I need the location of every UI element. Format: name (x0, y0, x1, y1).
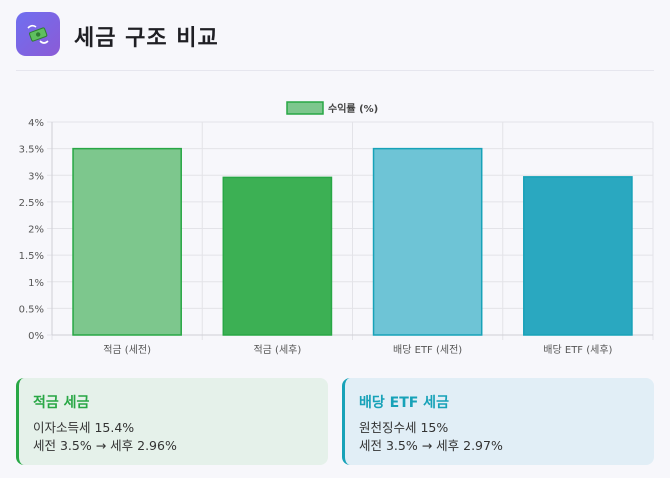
savings-card-title: 적금 세금 (33, 395, 90, 411)
savings-tax-card: 적금 세금 이자소득세 15.4% 세전 3.5% → 세후 2.96% (16, 378, 328, 465)
savings-card-line-1: 이자소득세 15.4% (33, 420, 135, 435)
chart-labels: 0% 0.5% 1% 1.5% 2% 2.5% 3% 3.5% 4% 적금 (세전) 적금 (세후)… (19, 118, 613, 356)
bar[interactable] (222, 176, 333, 336)
y-tick-label: 2.5% (19, 198, 44, 209)
etf-tax-card: 배당 ETF 세금 원천징수세 15% 세전 3.5% → 세후 2.97% (342, 378, 654, 465)
chart-legend[interactable]: 수익률 (%) (286, 101, 378, 115)
etf-card-line-2: 세전 3.5% → 세후 2.97% (359, 438, 503, 453)
bar[interactable] (372, 147, 483, 336)
y-tick-label: 4% (28, 118, 44, 129)
y-tick-label: 0.5% (19, 304, 44, 315)
y-tick-label: 1% (28, 278, 44, 289)
x-tick-label: 적금 (세후) (253, 344, 301, 356)
etf-card-title: 배당 ETF 세금 (359, 395, 449, 411)
y-tick-label: 1.5% (19, 251, 44, 262)
x-tick-label: 배당 ETF (세전) (393, 344, 462, 356)
info-cards: 적금 세금 이자소득세 15.4% 세전 3.5% → 세후 2.96% 배당 … (16, 378, 654, 465)
bar-chart: 0% 0.5% 1% 1.5% 2% 2.5% 3% 3.5% 4% 적금 (세전) 적금 (세후)… (0, 90, 670, 365)
money-with-wings-icon (16, 12, 60, 56)
x-tick-label: 적금 (세전) (103, 344, 151, 356)
y-tick-label: 2% (28, 225, 44, 236)
chart-svg: 0% 0.5% 1% 1.5% 2% 2.5% 3% 3.5% 4% 적금 (세전) 적금 (세후)… (19, 101, 654, 356)
legend-swatch (286, 101, 324, 115)
bar[interactable] (523, 176, 633, 336)
x-tick-label: 배당 ETF (세후) (543, 344, 612, 356)
etf-card-line-1: 원천징수세 15% (359, 420, 449, 435)
page-title: 세금 구조 비교 (74, 26, 219, 51)
y-tick-label: 3.5% (19, 145, 44, 156)
y-tick-label: 0% (28, 331, 44, 342)
savings-card-line-2: 세전 3.5% → 세후 2.96% (33, 438, 177, 453)
y-tick-label: 3% (28, 171, 44, 182)
header: 세금 구조 비교 (16, 12, 654, 71)
legend-label: 수익률 (%) (328, 103, 378, 115)
bar[interactable] (72, 147, 182, 336)
chart-bars (72, 147, 633, 336)
